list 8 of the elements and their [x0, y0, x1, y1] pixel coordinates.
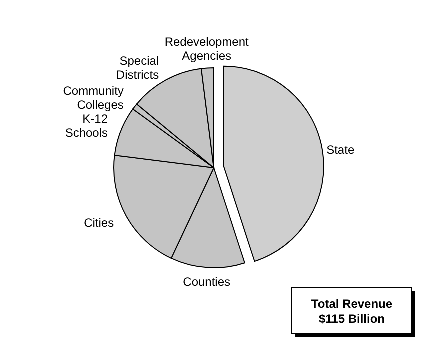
- slice-label: Counties: [183, 274, 231, 289]
- slice-label: State: [326, 143, 355, 158]
- slice-label: K-12 Schools: [65, 112, 108, 140]
- slice-label: Cities: [84, 216, 114, 230]
- slice-label: Community Colleges: [63, 84, 124, 112]
- slice-label: Redevelopment Agencies: [164, 35, 250, 63]
- slice-label: Special Districts: [116, 54, 160, 82]
- text: Total Revenue $115 Billion: [311, 297, 393, 326]
